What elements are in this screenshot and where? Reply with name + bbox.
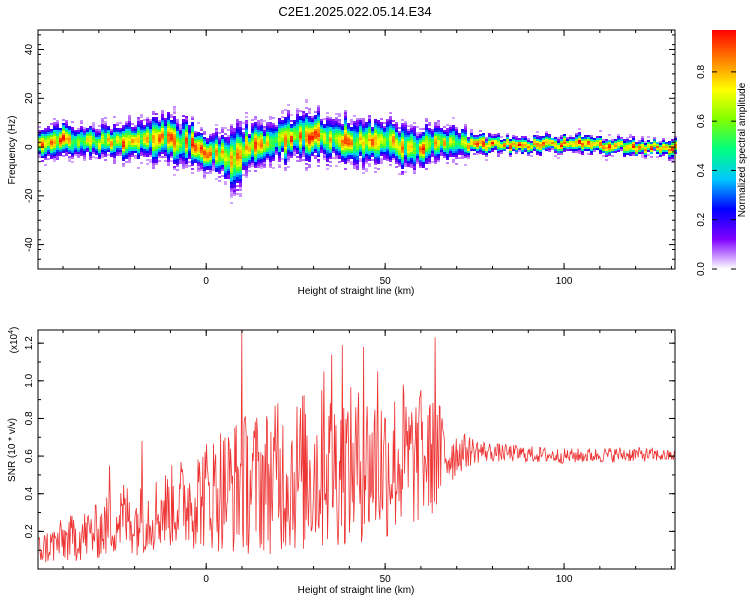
- snr-panel: 0 50 100 0.2 0.4 0.6 0.8 1.0 1.2 Height of strai…: [7, 327, 676, 596]
- spectrogram-xlabel: Height of straight line (km): [298, 286, 415, 297]
- spectrogram-y-tick-label: -40: [24, 237, 35, 252]
- spectrogram-y-tick-label: 20: [24, 92, 35, 104]
- spectrogram-x-tick-label: 50: [380, 276, 392, 287]
- colorbar-gradient: [712, 30, 736, 269]
- snr-ylabel: SNR (10 * v/v): [7, 418, 18, 482]
- spectrogram-panel: 0 50 100 -40 -20 0 20 40 Height of straight lin…: [7, 29, 677, 297]
- spectrogram-y-tick-label: 0: [24, 144, 35, 150]
- snr-multiplier: (x104): [8, 327, 20, 354]
- spectrogram-ylabel: Frequency (Hz): [7, 116, 18, 185]
- colorbar-tick-label: 0.6: [696, 114, 707, 128]
- snr-y-tick-label: 0.4: [24, 486, 35, 500]
- colorbar-tick-label: 0.4: [696, 163, 707, 177]
- snr-y-tick-label: 1.0: [24, 373, 35, 387]
- colorbar-tick-label: 0.8: [696, 64, 707, 78]
- colorbar-ticks: 0.0 0.2 0.4 0.6 0.8: [696, 64, 736, 276]
- snr-frame: [37, 329, 676, 570]
- snr-x-tick-label: 50: [380, 574, 392, 585]
- snr-y-tick-label: 0.2: [24, 524, 35, 538]
- spectrogram-frame: [37, 29, 676, 270]
- snr-y-tick-label: 0.8: [24, 411, 35, 425]
- snr-x-tick-label: 100: [556, 574, 573, 585]
- snr-y-tick-label: 1.2: [24, 336, 35, 350]
- snr-series-line: [37, 329, 675, 563]
- spectrogram-x-tick-label: 0: [203, 276, 209, 287]
- snr-x-tick-label: 0: [203, 574, 209, 585]
- figure-title: C2E1.2025.022.05.14.E34: [278, 4, 431, 19]
- colorbar-tick-label: 0.0: [696, 262, 707, 276]
- colorbar-tick-label: 0.2: [696, 212, 707, 226]
- snr-ticks: 0 50 100 0.2 0.4 0.6 0.8 1.0 1.2: [24, 330, 675, 585]
- spectrogram-y-tick-label: -20: [24, 188, 35, 203]
- snr-xlabel: Height of straight line (km): [298, 585, 415, 596]
- spectrogram-ticks: 0 50 100 -40 -20 0 20 40: [24, 30, 675, 287]
- colorbar: 0.0 0.2 0.4 0.6 0.8 Normalized spectral ampl…: [696, 30, 748, 276]
- colorbar-label: Normalized spectral amplitude: [737, 82, 748, 217]
- spectrogram-y-tick-label: 40: [24, 44, 35, 56]
- spectrogram-x-tick-label: 100: [556, 276, 573, 287]
- snr-y-tick-label: 0.6: [24, 449, 35, 463]
- spectrogram-heatmap: [38, 99, 677, 204]
